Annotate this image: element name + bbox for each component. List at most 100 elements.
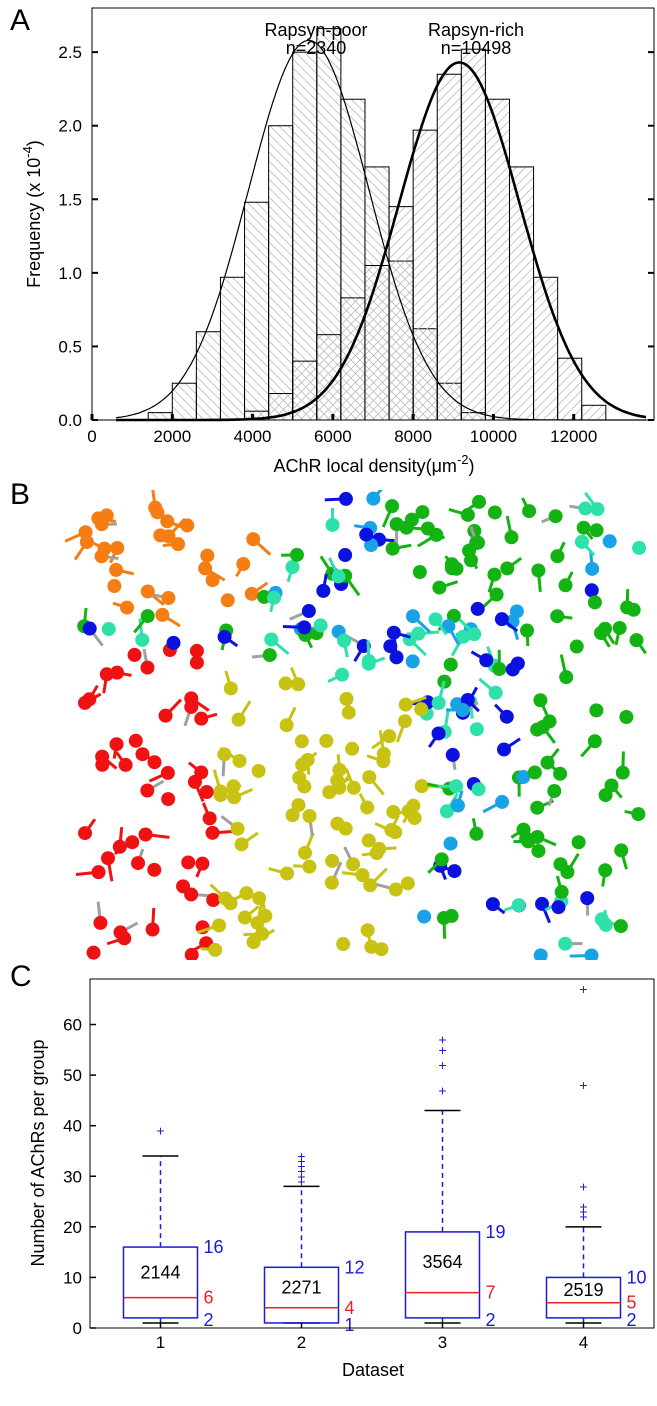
receptor-point [576, 520, 591, 535]
series-count-rapsyn-rich: n=10498 [441, 38, 512, 58]
receptor-point [550, 609, 565, 624]
receptor-point [199, 785, 214, 800]
boxplot-chart: +21441662++++++22711241++++35641972+++++… [28, 978, 655, 1380]
receptor-point [145, 922, 160, 937]
receptor-point [574, 534, 589, 549]
receptor-point [530, 722, 545, 737]
receptor-point [580, 891, 595, 906]
receptor-point [382, 729, 397, 744]
receptor-point [355, 868, 370, 883]
receptor-point [428, 612, 443, 627]
receptor-point [589, 523, 604, 538]
receptor-point [77, 695, 92, 710]
receptor-point [619, 710, 634, 725]
panel-b-letter: B [10, 478, 31, 511]
receptor-point [339, 691, 354, 706]
receptor-point [590, 502, 605, 517]
receptor-point [535, 896, 550, 911]
receptor-point [171, 537, 186, 552]
q1-label: 2 [627, 1310, 637, 1330]
receptor-point [118, 757, 133, 772]
receptor-point [469, 536, 484, 551]
receptor-point [504, 530, 519, 545]
receptor-point [93, 915, 108, 930]
y-tick-label: 1.0 [58, 264, 82, 283]
outlier-marker: + [579, 1209, 587, 1225]
receptor-point [158, 708, 173, 723]
receptor-point [331, 569, 346, 584]
receptor-point [620, 600, 635, 615]
receptor-point [550, 549, 565, 564]
receptor-point [208, 942, 223, 957]
outlier-marker: + [438, 1057, 446, 1073]
receptor-point [285, 560, 300, 575]
receptor-point [531, 563, 546, 578]
receptor-point [415, 505, 430, 520]
y-tick-label: 60 [63, 1016, 82, 1035]
receptor-point [420, 521, 435, 536]
receptor-point [405, 609, 420, 624]
series-label-rapsyn-poor: Rapsyn-poor [264, 20, 367, 40]
receptor-point [79, 535, 94, 550]
receptor-point [615, 765, 630, 780]
receptor-point [558, 578, 573, 593]
receptor-point [505, 662, 520, 677]
receptor-point [232, 753, 247, 768]
receptor-point [469, 722, 484, 737]
receptor-point [125, 835, 140, 850]
receptor-point [584, 583, 599, 598]
receptor-point [189, 643, 204, 658]
receptor-point [213, 788, 228, 803]
median-label: 7 [486, 1283, 496, 1303]
outlier-marker: + [297, 1168, 305, 1184]
receptor-point [251, 763, 266, 778]
x-axis-label: Dataset [342, 1360, 404, 1380]
receptor-point [631, 807, 646, 822]
receptor-point [479, 653, 494, 668]
receptor-point [554, 884, 569, 899]
q1-label: 1 [345, 1315, 355, 1335]
receptor-point [364, 538, 379, 553]
receptor-point [488, 685, 503, 700]
receptor-point [374, 942, 389, 957]
receptor-point [246, 935, 261, 950]
receptor-point [446, 608, 461, 623]
receptor-point [443, 836, 458, 851]
y-tick-label: 40 [63, 1117, 82, 1136]
receptor-point [456, 629, 471, 644]
rapsyn-rich-bar [316, 334, 342, 421]
receptor-point [533, 948, 548, 960]
receptor-point [470, 601, 485, 616]
plot-frame [89, 978, 655, 1329]
receptor-point [389, 650, 404, 665]
receptor-point [388, 882, 403, 897]
receptor-point [559, 670, 574, 685]
receptor-point [520, 623, 535, 638]
receptor-point [553, 766, 568, 781]
receptor-point [361, 833, 376, 848]
receptor-point [267, 590, 282, 605]
receptor-point [135, 632, 150, 647]
receptor-point [548, 509, 563, 524]
receptor-point [598, 863, 613, 878]
receptor-point [359, 527, 374, 542]
receptor-point [109, 562, 124, 577]
receptor-point [455, 703, 470, 718]
receptor-point [325, 517, 340, 532]
outlier-marker: + [438, 1032, 446, 1048]
outlier-marker: + [438, 1042, 446, 1058]
receptor-point [244, 586, 259, 601]
receptor-point [223, 681, 238, 696]
x-tick-label: 1 [156, 1333, 165, 1352]
group-count-label: 2271 [281, 1278, 321, 1298]
receptor-point [302, 859, 317, 874]
receptor-point [140, 660, 155, 675]
x-tick-label: 8000 [394, 427, 432, 446]
receptor-point [547, 783, 562, 798]
receptor-point [322, 785, 337, 800]
box-iqr [122, 1246, 199, 1319]
receptor-point [366, 491, 381, 506]
receptor-point [499, 709, 514, 724]
receptor-point [385, 541, 400, 556]
receptor-point [200, 548, 215, 563]
